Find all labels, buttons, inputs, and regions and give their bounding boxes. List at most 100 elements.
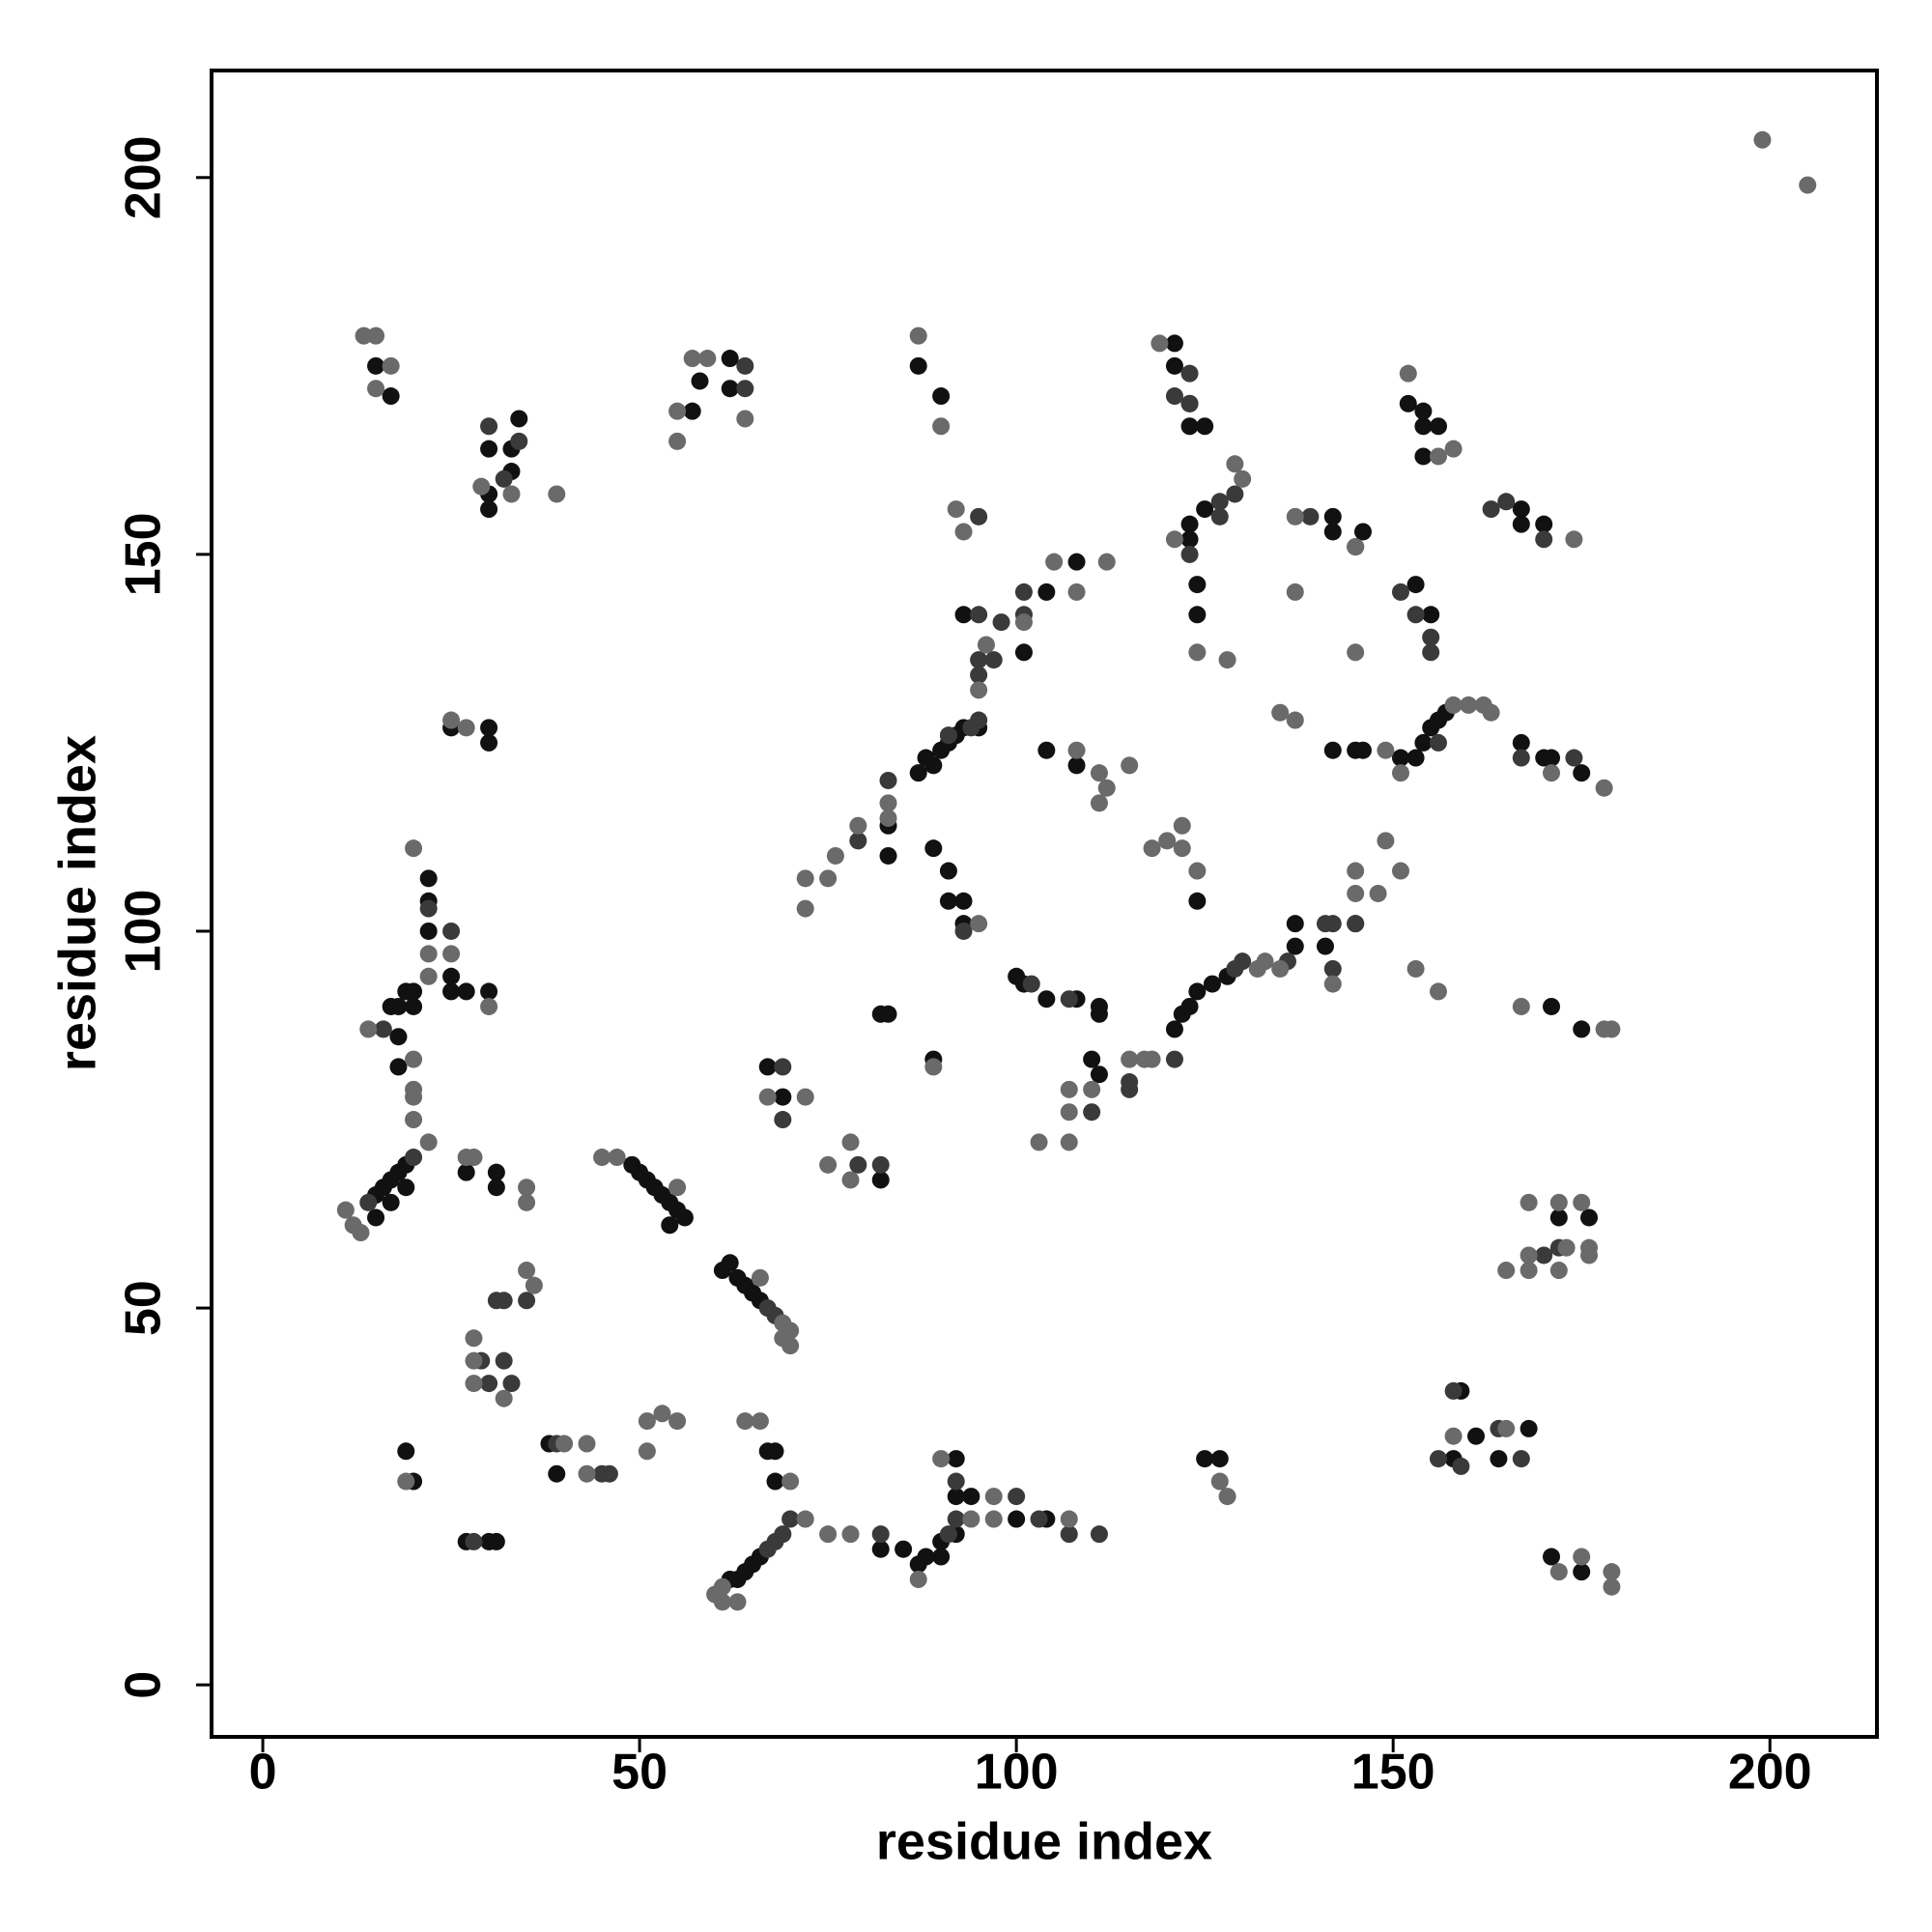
point [1482,703,1500,722]
point [1234,952,1252,971]
x-tick-label: 100 [975,1745,1059,1801]
point [1543,764,1561,782]
point [1090,794,1108,812]
point [405,1050,423,1068]
point [781,1337,800,1355]
point [355,327,373,345]
point [879,809,897,827]
point [1067,553,1086,571]
point [480,997,498,1015]
point [954,922,973,940]
point [397,1472,415,1491]
point [826,846,844,865]
point [1158,832,1177,850]
point [1573,1563,1591,1581]
point [1452,1457,1470,1475]
axes: 0 50 100 150 200 0 50 100 150 200 [116,135,1812,1800]
point [947,1488,965,1506]
point [1573,1193,1591,1211]
point [1573,1020,1591,1038]
point [1210,1450,1229,1468]
point [774,1314,792,1332]
point [1188,862,1207,880]
point [728,1593,747,1611]
point [970,666,988,684]
point [1353,741,1372,759]
point [1391,764,1409,782]
point [1037,990,1056,1009]
point [668,432,687,450]
point [691,372,709,390]
point [1301,507,1320,526]
point [849,1155,867,1174]
point [1422,606,1440,624]
point [1549,1193,1568,1211]
point [1406,749,1425,767]
point [1180,530,1199,549]
point [932,417,951,436]
point [1347,862,1365,880]
point [1165,334,1183,353]
point [970,915,988,933]
point [1090,1525,1108,1544]
point [675,1208,694,1227]
point [1180,997,1199,1015]
point [1422,643,1440,662]
point [1121,1080,1139,1098]
point [1203,975,1221,993]
point [1188,643,1207,662]
plot-frame [210,69,1879,1739]
point [472,477,491,496]
point [917,1548,935,1566]
point [1444,1381,1463,1400]
point [397,1179,415,1197]
point [954,892,973,910]
point [819,1525,838,1544]
y-tick-label: 150 [116,512,172,596]
point [1188,892,1207,910]
points [336,130,1817,1611]
point [939,892,957,910]
point [1377,741,1395,759]
point [1512,500,1530,519]
point [1210,493,1229,511]
point [1323,975,1342,993]
point [405,1149,423,1167]
point [1323,523,1342,541]
point [713,1593,731,1611]
point [736,410,754,428]
x-tick-label: 200 [1728,1745,1812,1801]
point [487,1179,505,1197]
point [1060,1510,1078,1528]
point [1090,997,1108,1015]
point [480,500,498,519]
x-axis-title: residue index [876,1812,1212,1870]
point [465,1329,483,1348]
point [984,1510,1003,1528]
point [932,1548,951,1566]
point [841,1133,860,1151]
point [970,651,988,669]
point [510,410,528,428]
point [1414,733,1433,752]
point [419,869,438,888]
point [1030,1133,1048,1151]
point [1557,1238,1576,1257]
point [1090,764,1108,782]
point [1121,1050,1139,1068]
x-tick-label: 150 [1351,1745,1435,1801]
point [367,356,385,375]
point [518,1179,536,1197]
point [1603,1020,1621,1038]
point [419,899,438,918]
point [1173,839,1191,858]
point [1520,1419,1538,1437]
point [457,1163,475,1181]
point [359,1020,378,1038]
point [871,1171,890,1189]
point [1173,816,1191,835]
point [555,1435,574,1453]
point [359,1193,378,1211]
point [992,613,1010,632]
point [1226,455,1244,473]
